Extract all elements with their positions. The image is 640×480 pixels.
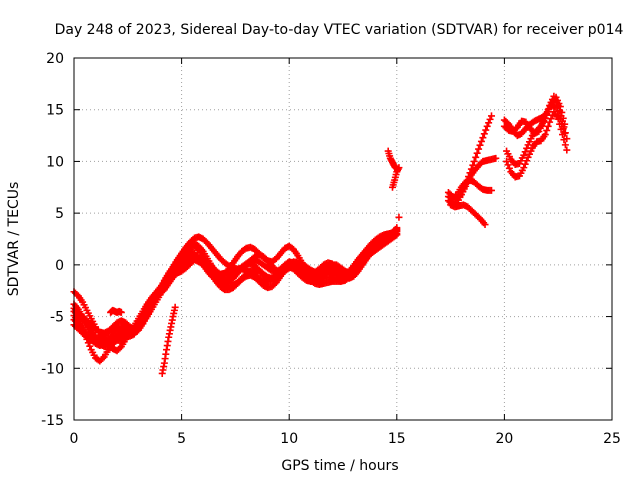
data-point: [543, 126, 551, 134]
data-point: [520, 164, 528, 172]
y-tick-label: 0: [55, 258, 64, 274]
data-point: [473, 149, 481, 157]
data-point: [536, 124, 544, 132]
data-point: [482, 126, 490, 134]
data-series: [388, 164, 403, 191]
data-point: [393, 224, 401, 232]
data-point: [193, 245, 201, 253]
data-point: [541, 114, 549, 122]
data-point: [477, 137, 485, 145]
data-point: [84, 339, 92, 347]
data-point: [561, 129, 569, 137]
data-point: [452, 192, 460, 200]
data-series: [70, 224, 401, 340]
data-point: [505, 164, 513, 172]
data-points: [70, 92, 571, 377]
data-series: [395, 213, 403, 221]
data-point: [544, 122, 552, 130]
y-tick-label: -10: [41, 361, 64, 377]
data-point: [486, 115, 494, 123]
x-tick-label: 5: [177, 431, 186, 447]
data-series: [158, 303, 179, 377]
data-point: [544, 106, 552, 114]
y-axis-label: SDTVAR / TECUs: [6, 182, 22, 297]
data-point: [83, 335, 91, 343]
data-point: [563, 146, 571, 154]
data-point: [487, 186, 495, 194]
x-tick-label: 0: [70, 431, 79, 447]
y-tick-label: 5: [55, 206, 64, 222]
data-point: [504, 161, 512, 169]
y-tick-label: 20: [46, 51, 64, 67]
data-point: [171, 303, 179, 311]
data-point: [561, 141, 569, 149]
data-point: [481, 221, 489, 229]
y-tick-label: 15: [46, 103, 64, 119]
data-point: [546, 118, 554, 126]
data-point: [86, 342, 94, 350]
x-tick-label: 15: [388, 431, 406, 447]
data-point: [543, 110, 551, 118]
data-point: [492, 154, 500, 162]
data-point: [487, 112, 495, 120]
data-point: [480, 130, 488, 138]
data-point: [556, 107, 564, 115]
data-point: [472, 153, 480, 161]
data-point: [395, 213, 403, 221]
data-point: [559, 117, 567, 125]
x-tick-label: 25: [603, 431, 621, 447]
x-tick-label: 10: [280, 431, 298, 447]
x-tick-label: 20: [495, 431, 513, 447]
data-series: [107, 306, 125, 316]
data-point: [479, 134, 487, 142]
data-point: [485, 119, 493, 127]
y-tick-label: -15: [41, 413, 64, 429]
plot-area-border: [73, 57, 613, 421]
data-point: [483, 122, 491, 130]
data-point: [117, 308, 125, 316]
data-point: [99, 354, 107, 362]
data-point: [520, 151, 528, 159]
data-series: [447, 201, 489, 229]
data-point: [554, 102, 562, 110]
data-point: [475, 145, 483, 153]
data-point: [470, 157, 478, 165]
data-series: [444, 176, 495, 203]
data-point: [560, 123, 568, 131]
y-tick-label: -5: [50, 310, 64, 326]
data-point: [116, 344, 124, 352]
data-point: [557, 112, 565, 120]
y-tick-label: 10: [46, 154, 64, 170]
data-point: [476, 141, 484, 149]
data-point: [541, 131, 549, 139]
x-axis-label: GPS time / hours: [281, 458, 398, 474]
data-point: [563, 135, 571, 143]
data-point: [521, 148, 529, 156]
data-series: [503, 92, 571, 169]
data-point: [523, 144, 531, 152]
data-point: [395, 164, 403, 172]
y-axis-ticks: -15 -10 -5 0 5 10 15 20: [41, 51, 612, 429]
chart-title: Day 248 of 2023, Sidereal Day-to-day VTE…: [55, 22, 624, 38]
